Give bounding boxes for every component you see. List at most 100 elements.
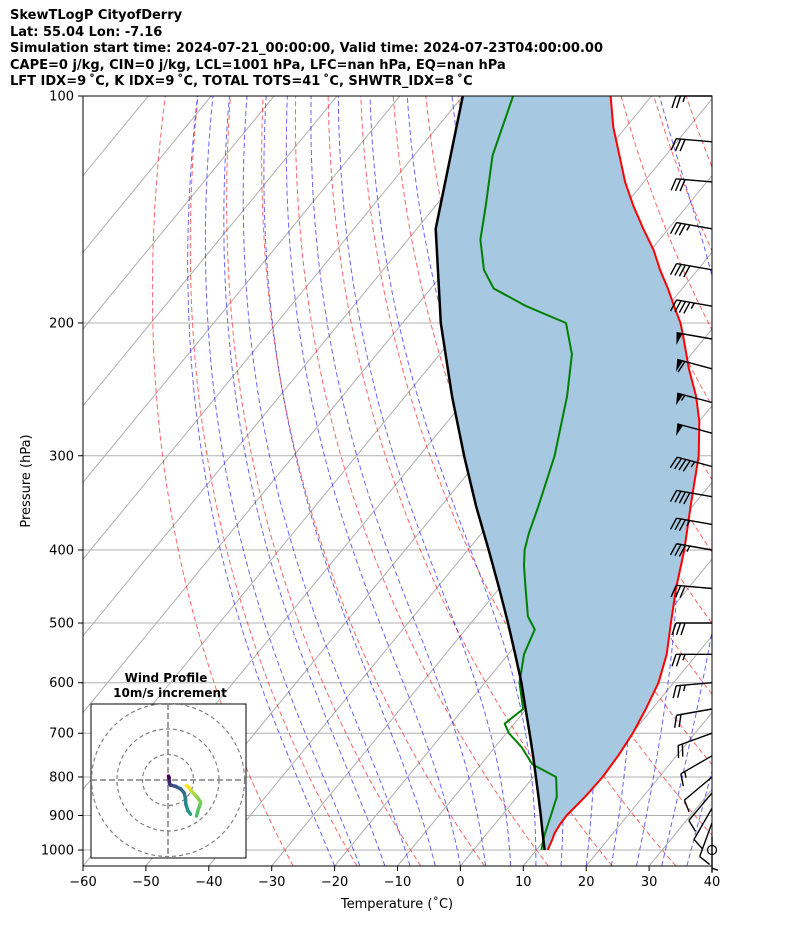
dry-adiabat — [685, 96, 712, 169]
dry-adiabat — [294, 96, 549, 866]
barb-flag — [678, 491, 687, 504]
barb-staff — [688, 792, 713, 821]
isotherm-line — [83, 96, 527, 637]
barb-flag — [683, 265, 691, 278]
barb-flag — [669, 263, 678, 276]
barb-flag — [677, 685, 682, 698]
wind-barb — [669, 299, 713, 314]
barb-staff — [677, 358, 713, 370]
inset-subtitle: 10m/s increment — [113, 686, 227, 700]
x-tick-label: 40 — [704, 875, 721, 890]
barb-flag — [674, 222, 682, 235]
barb-staff — [676, 543, 713, 551]
dry-adiabat — [784, 96, 794, 866]
wind-profile-inset: Wind Profile 10m/s increment — [90, 671, 247, 859]
y-tick-label: 500 — [49, 617, 74, 632]
barb-staff — [683, 776, 713, 801]
x-tick-label: −20 — [321, 875, 348, 890]
barb-staff — [676, 221, 713, 230]
wind-barb — [676, 358, 713, 373]
barb-flag — [674, 544, 682, 556]
barb-flag — [669, 222, 678, 235]
wind-barb — [688, 792, 713, 832]
wind-barb — [711, 836, 719, 873]
temperature-line — [546, 96, 701, 851]
moist-adiabat — [223, 96, 386, 866]
x-axis-label: Temperature (˚C) — [340, 896, 453, 912]
dry-adiabat — [751, 96, 794, 866]
barb-staff — [699, 822, 713, 857]
barb-flag — [671, 654, 677, 667]
dry-adiabat — [151, 96, 294, 866]
barb-half-flag — [686, 545, 691, 552]
indices-line-1: CAPE=0 j/kg, CIN=0 j/kg, LCL=1001 hPa, L… — [10, 57, 506, 73]
y-tick-label: 700 — [49, 727, 74, 742]
y-tick-label: 800 — [49, 770, 74, 785]
wind-barb — [693, 807, 713, 850]
barb-flag — [669, 543, 678, 556]
barb-flag — [674, 490, 682, 503]
moist-adiabat — [263, 96, 436, 866]
wind-barb — [670, 584, 713, 599]
barb-flag — [674, 138, 682, 151]
barb-flag — [674, 300, 682, 313]
y-axis-label: Pressure (hPa) — [19, 434, 34, 527]
y-tick-label: 1000 — [41, 844, 74, 859]
barb-flag — [683, 492, 691, 505]
barb-half-flag — [684, 771, 687, 778]
barb-staff — [677, 423, 713, 434]
isotherm-line — [711, 865, 712, 866]
barb-staff — [676, 517, 713, 526]
x-tick-label: −40 — [195, 875, 222, 890]
barb-flag — [675, 622, 682, 636]
hodograph-segment — [166, 774, 171, 780]
parcel-line — [434, 96, 546, 851]
barb-flag — [672, 685, 677, 699]
barb-half-flag — [682, 95, 686, 103]
wind-barb — [677, 732, 713, 759]
barb-half-flag — [690, 302, 695, 309]
wind-barb — [672, 682, 713, 699]
barb-flag — [674, 585, 682, 598]
dry-adiabat — [189, 96, 358, 866]
inset-plot — [91, 704, 246, 858]
barb-half-flag — [682, 654, 686, 661]
y-tick-label: 300 — [49, 449, 74, 464]
barb-flag — [669, 490, 678, 502]
barb-flag — [670, 138, 677, 151]
barb-flag — [673, 715, 678, 728]
wind-barb — [671, 622, 712, 636]
x-tick-label: −60 — [69, 875, 96, 890]
y-tick-label: 400 — [49, 543, 74, 558]
chart-header: SkewTLogP CityofDerry Lat: 55.04 Lon: -7… — [10, 8, 603, 91]
barb-staff — [676, 708, 713, 716]
cape-shading — [435, 96, 700, 850]
barb-staff — [693, 807, 713, 840]
moist-adiabat — [369, 96, 537, 866]
wind-barb — [673, 708, 713, 728]
barb-flag — [699, 855, 711, 865]
barb-flag — [678, 301, 687, 313]
wind-barb — [680, 755, 713, 787]
x-tick-label: −50 — [132, 875, 159, 890]
moist-adiabat — [337, 96, 512, 866]
barb-pennant — [676, 359, 684, 372]
barb-staff — [676, 137, 713, 143]
y-tick-label: 600 — [49, 676, 74, 691]
barb-half-flag — [682, 684, 686, 692]
wind-barb — [683, 776, 713, 813]
isotherm-line — [83, 96, 401, 484]
barb-flag — [682, 460, 691, 472]
barb-staff — [676, 262, 713, 271]
indices-line-2: LFT IDX=9 ˚C, K IDX=9 ˚C, TOTAL TOTS=41 … — [10, 74, 473, 89]
barb-flag — [678, 459, 687, 471]
barb-flag — [680, 773, 685, 787]
barb-staff — [677, 392, 713, 404]
moist-adiabat — [573, 96, 679, 866]
x-tick-label: −30 — [258, 875, 285, 890]
barb-staff — [676, 489, 713, 498]
wind-barb — [670, 178, 713, 192]
barb-flag — [678, 519, 687, 532]
barb-flag — [669, 299, 678, 312]
